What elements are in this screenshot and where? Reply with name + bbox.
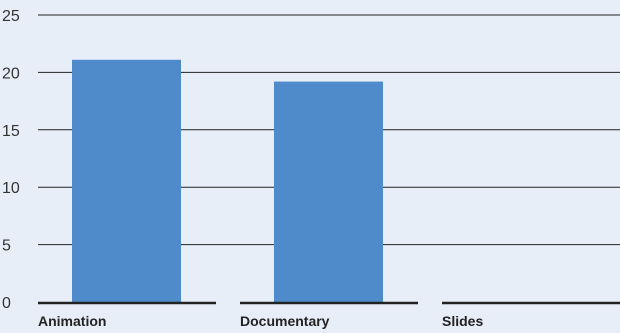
category-axis: Animation Documentary Slides — [38, 301, 620, 329]
y-tick-label-20: 20 — [2, 65, 20, 82]
y-tick-label-15: 15 — [2, 123, 20, 140]
x-category-label-slides: Slides — [442, 313, 483, 329]
x-category-label-animation: Animation — [38, 313, 106, 329]
bars — [72, 59, 383, 302]
y-tick-label-25: 25 — [2, 8, 20, 25]
x-category-label-documentary: Documentary — [240, 313, 330, 329]
y-tick-label-10: 10 — [2, 180, 20, 197]
bar-documentary — [274, 81, 383, 302]
y-tick-label-0: 0 — [2, 295, 11, 312]
bar-animation — [72, 59, 181, 302]
y-axis-ticks: 0 5 10 15 20 25 — [2, 8, 20, 312]
y-tick-label-5: 5 — [2, 238, 11, 255]
